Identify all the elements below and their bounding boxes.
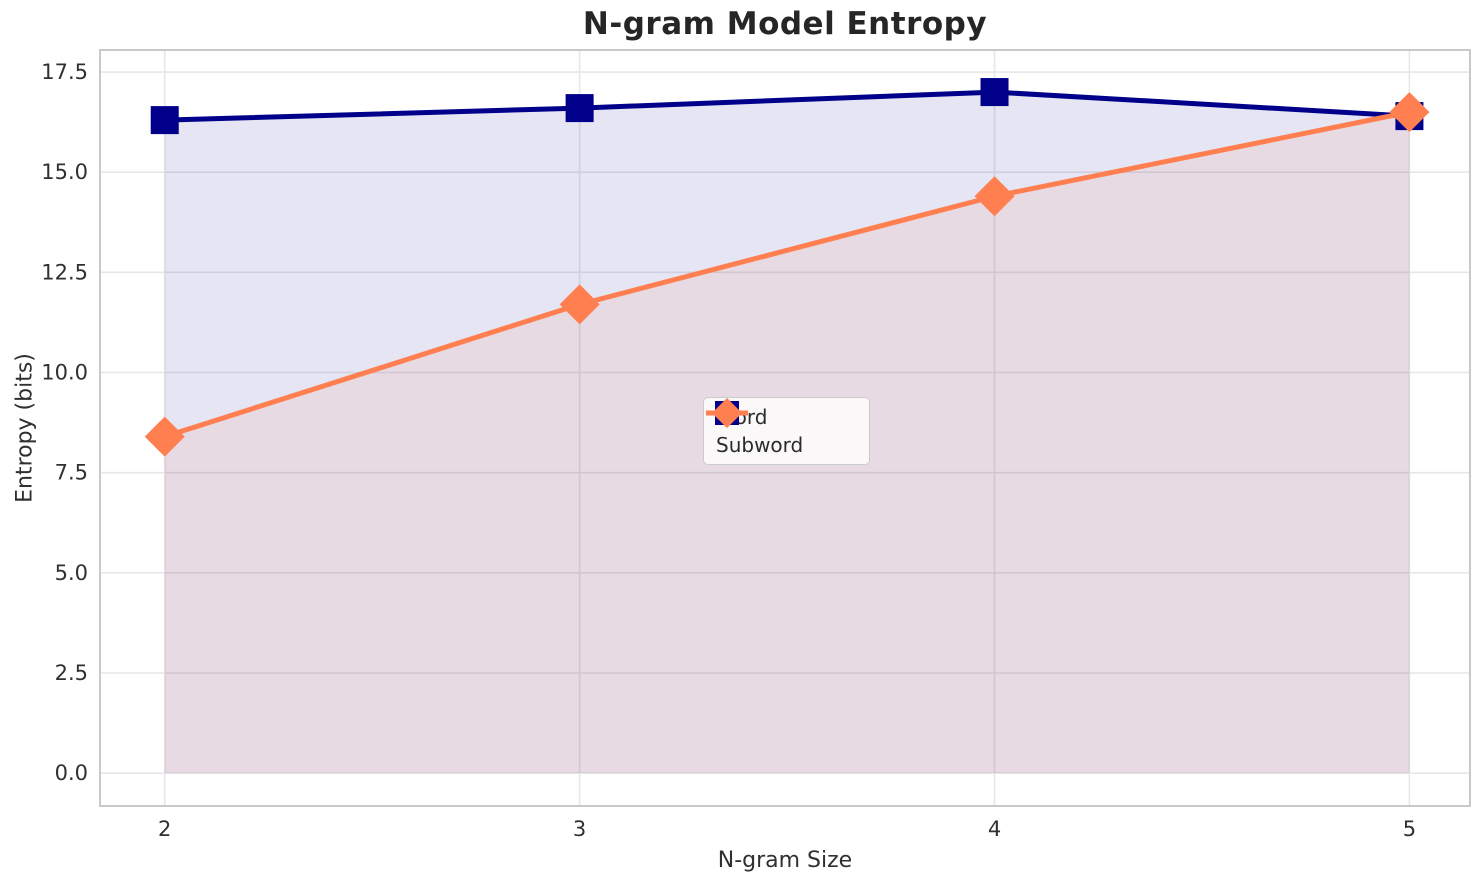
subword-marker — [144, 416, 185, 457]
y-axis-label: Entropy (bits) — [12, 353, 38, 503]
subword-line — [163, 109, 1410, 439]
x-tick-labels: 2 3 4 5 — [158, 817, 1416, 841]
x-axis-label: N-gram Size — [717, 848, 853, 873]
word-line — [164, 89, 1410, 123]
y-tick-label: 7.5 — [55, 461, 88, 485]
plot-border — [99, 49, 1471, 807]
gridlines — [100, 50, 1470, 806]
subword-marker — [974, 176, 1015, 217]
legend-label-subword: Subword — [716, 433, 804, 457]
legend: Word Subword — [703, 397, 870, 465]
chart-title: N-gram Model Entropy — [582, 6, 988, 42]
y-tick-label: 0.0 — [55, 761, 88, 785]
subword-marker — [1389, 92, 1430, 133]
y-tick-label: 10.0 — [41, 361, 88, 385]
x-tick-label: 3 — [573, 817, 586, 841]
y-tick-label: 17.5 — [41, 60, 88, 84]
x-tick-label: 5 — [1403, 817, 1416, 841]
y-tick-labels: 0.0 2.5 5.0 7.5 10.0 12.5 15.0 17.5 — [41, 60, 88, 785]
legend-item-subword: Subword — [706, 398, 857, 457]
y-tick-label: 5.0 — [55, 561, 88, 585]
subword-marker — [559, 284, 600, 325]
y-tick-label: 12.5 — [41, 260, 88, 284]
x-tick-label: 2 — [158, 817, 171, 841]
word-marker — [150, 106, 179, 135]
y-tick-label: 2.5 — [55, 661, 88, 685]
subword-legend-marker — [706, 398, 748, 428]
data-series — [144, 78, 1430, 457]
word-marker — [980, 78, 1009, 107]
word-marker — [565, 94, 594, 123]
x-tick-label: 4 — [988, 817, 1001, 841]
y-tick-label: 15.0 — [41, 160, 88, 184]
